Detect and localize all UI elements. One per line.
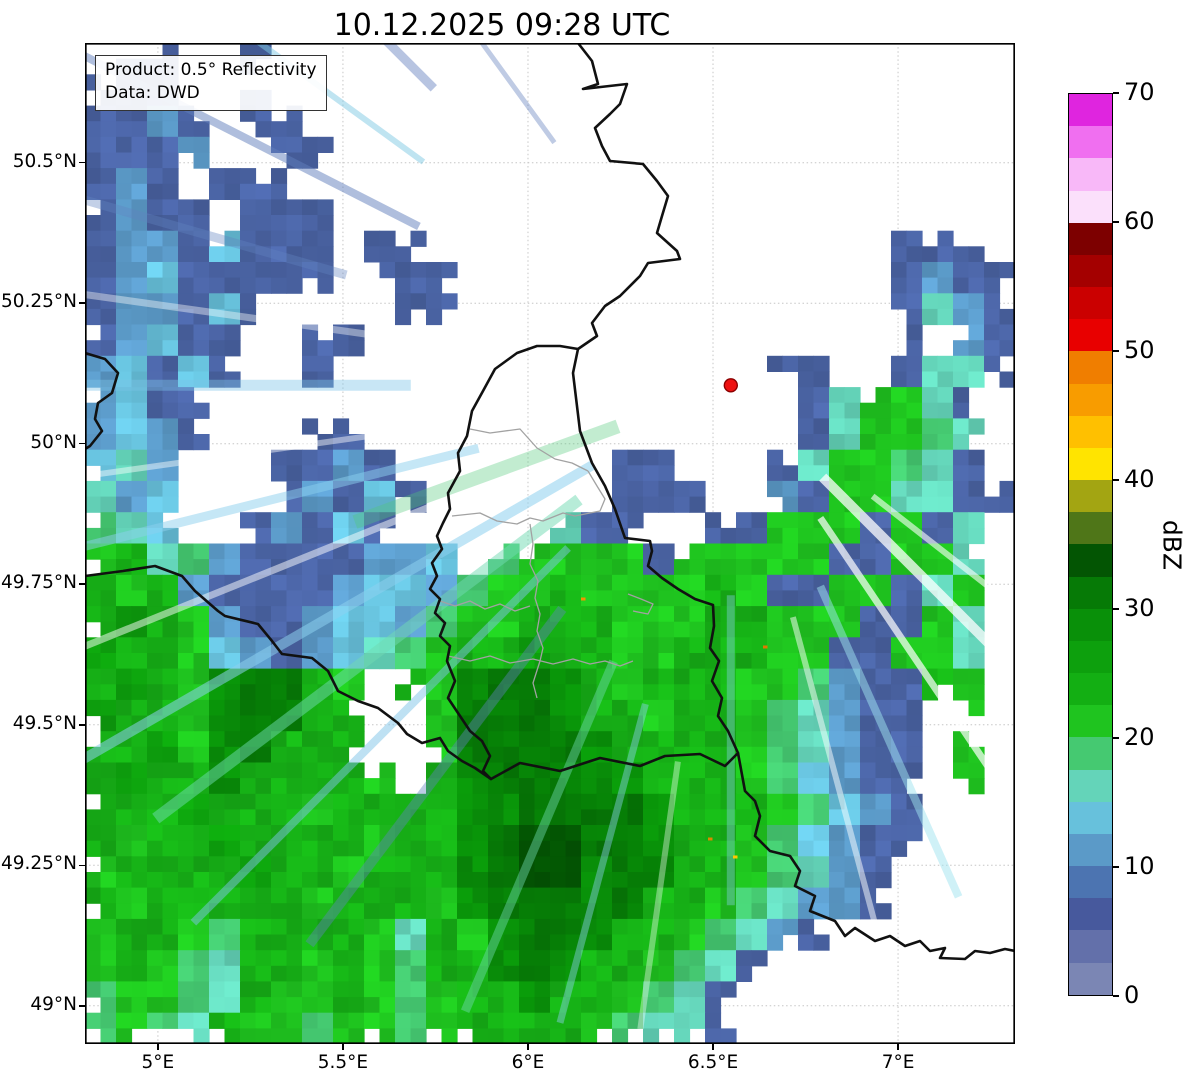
y-tick-mark (79, 724, 85, 726)
data-source-line: Data: DWD (105, 82, 200, 103)
colorbar-axis-label: dBZ (1157, 519, 1187, 571)
country-borders (85, 43, 1015, 961)
colorbar-tick-mark (1113, 221, 1119, 223)
colorbar-segment (1069, 383, 1112, 416)
colorbar-segment (1069, 608, 1112, 641)
colorbar-segment (1069, 833, 1112, 867)
colorbar-segment (1069, 190, 1112, 223)
colorbar-tick-label: 10 (1124, 852, 1155, 880)
colorbar-segment (1069, 126, 1112, 159)
colorbar-segment (1069, 576, 1112, 609)
product-info-box: Product: 0.5° Reflectivity Data: DWD (95, 55, 327, 111)
colorbar-segment (1069, 930, 1112, 963)
colorbar-segment (1069, 737, 1112, 770)
colorbar-segment (1069, 705, 1112, 738)
colorbar-tick-label: 60 (1124, 207, 1155, 235)
x-tick-label: 7°E (881, 1052, 915, 1073)
colorbar-tick-mark (1113, 737, 1119, 739)
y-tick-label: 49.5°N (12, 712, 77, 734)
colorbar-segment (1069, 447, 1112, 481)
colorbar-segment (1069, 415, 1112, 448)
colorbar-segment (1069, 673, 1112, 706)
colorbar-tick-label: 0 (1124, 981, 1140, 1009)
colorbar-segment (1069, 351, 1112, 384)
map-plot-area: Product: 0.5° Reflectivity Data: DWD (85, 43, 1015, 1044)
x-tick-label: 5.5°E (317, 1052, 369, 1073)
x-tick-mark (897, 1044, 899, 1050)
colorbar-segment (1069, 801, 1112, 834)
colorbar-tick-mark (1113, 608, 1119, 610)
y-tick-mark (79, 302, 85, 304)
colorbar-segment (1069, 962, 1112, 995)
colorbar-segment (1069, 254, 1112, 288)
y-tick-label: 50°N (30, 431, 77, 453)
y-tick-mark (79, 442, 85, 445)
colorbar-tick-label: 70 (1124, 78, 1155, 106)
product-line: Product: 0.5° Reflectivity (105, 60, 317, 80)
colorbar-segment (1069, 222, 1112, 255)
x-tick-mark (712, 1044, 714, 1050)
plot-frame (85, 43, 1015, 1044)
x-tick-mark (157, 1044, 159, 1050)
colorbar (1068, 93, 1113, 996)
colorbar-segment (1069, 512, 1112, 545)
y-tick-mark (79, 583, 85, 585)
map-layers (85, 43, 1015, 1044)
x-tick-label: 5°E (141, 1052, 175, 1073)
colorbar-tick-mark (1113, 866, 1119, 868)
radar-site-marker (723, 378, 738, 393)
colorbar-segment (1069, 480, 1112, 513)
y-tick-mark (79, 864, 85, 867)
x-tick-mark (527, 1044, 529, 1050)
y-tick-label: 49.25°N (0, 853, 77, 875)
colorbar-segment (1069, 866, 1112, 899)
y-tick-label: 50.25°N (0, 291, 77, 313)
y-tick-label: 49.75°N (0, 572, 77, 594)
colorbar-tick-mark (1113, 479, 1119, 481)
colorbar-tick-label: 40 (1124, 465, 1155, 493)
colorbar-segment (1069, 898, 1112, 931)
colorbar-tick-mark (1113, 350, 1119, 352)
colorbar-segment (1069, 544, 1112, 577)
x-tick-mark (342, 1044, 344, 1050)
colorbar-tick-label: 50 (1124, 336, 1155, 364)
colorbar-segment (1069, 287, 1112, 320)
colorbar-segment (1069, 158, 1112, 191)
colorbar-tick-mark (1113, 995, 1119, 997)
x-tick-label: 6.5°E (687, 1052, 739, 1073)
colorbar-tick-label: 30 (1124, 594, 1155, 622)
y-tick-mark (79, 1005, 85, 1007)
reflectivity-echo-layer (85, 43, 1015, 1044)
colorbar-segment (1069, 769, 1112, 802)
figure-title: 10.12.2025 09:28 UTC (333, 8, 671, 43)
x-tick-label: 6°E (511, 1052, 545, 1073)
high-dbz-specks (581, 597, 768, 859)
y-tick-label: 49°N (30, 993, 77, 1015)
y-tick-label: 50.5°N (12, 150, 77, 172)
y-tick-mark (79, 161, 85, 164)
radar-map-canvas (85, 43, 1015, 1044)
colorbar-tick-mark (1113, 92, 1119, 94)
colorbar-tick-label: 20 (1124, 723, 1155, 751)
colorbar-segment (1069, 640, 1112, 674)
radial-beam-streaks (85, 43, 1015, 1030)
admin-district-borders (439, 428, 654, 699)
colorbar-segment (1069, 319, 1112, 352)
colorbar-segment (1069, 94, 1112, 127)
